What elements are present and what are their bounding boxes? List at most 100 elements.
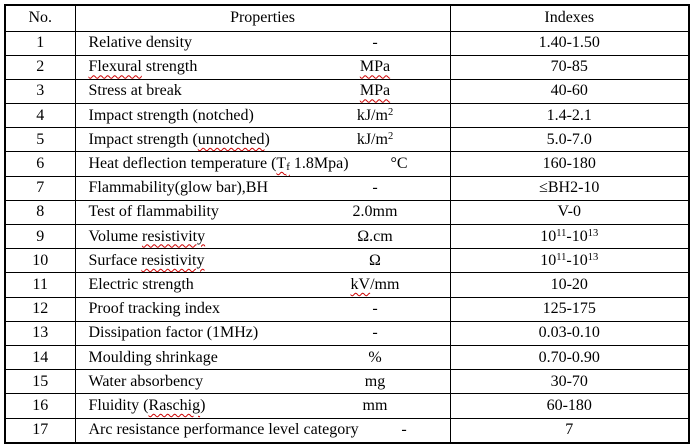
text-segment: Test of flammability bbox=[88, 203, 219, 221]
property-cell-content: Arc resistance performance level categor… bbox=[76, 421, 449, 439]
unit-label: Ω.cm bbox=[301, 228, 450, 246]
text-segment: 13 bbox=[587, 227, 599, 239]
text-segment: 7 bbox=[565, 421, 574, 439]
table-row: 2 Flexural strength MPa 70-85 bbox=[4, 54, 690, 80]
index-value-cell: 1011-1013 bbox=[449, 248, 690, 274]
property-cell: Proof tracking index - bbox=[74, 296, 451, 322]
spellcheck-flagged-text: MPa bbox=[359, 82, 391, 100]
text-segment: 30-70 bbox=[550, 372, 588, 390]
text-segment: Moulding shrinkage bbox=[88, 348, 218, 366]
index-value-cell: 160-180 bbox=[449, 151, 690, 177]
text-segment: 0.70-0.90 bbox=[538, 348, 600, 366]
text-segment: Fluidity ( bbox=[88, 396, 149, 414]
text-segment: 11 bbox=[556, 251, 567, 263]
property-cell-content: Electric strength kV/mm bbox=[76, 275, 449, 294]
text-segment: Ω.cm bbox=[357, 227, 393, 245]
table-body: 1 Relative density -1.40-1.50 2 Flexural str… bbox=[4, 30, 690, 444]
property-cell: Volume resistivity Ω.cm bbox=[74, 223, 451, 250]
property-cell: Electric strength kV/mm bbox=[74, 272, 451, 298]
index-value-cell: 10-20 bbox=[449, 272, 690, 298]
row-number-cell: 5 bbox=[4, 127, 76, 153]
property-name: Relative density bbox=[76, 34, 301, 52]
property-cell: Impact strength (notched) kJ/m2 bbox=[74, 103, 451, 129]
text-segment: - bbox=[372, 34, 378, 52]
index-value-cell: ≤BH2-10 bbox=[449, 175, 690, 201]
property-name: Impact strength (notched) bbox=[76, 107, 301, 125]
text-segment: 2 bbox=[387, 130, 394, 142]
row-number-cell: 3 bbox=[4, 78, 76, 105]
text-segment: -10 bbox=[566, 227, 588, 245]
spellcheck-flagged-text: resistivity bbox=[141, 227, 206, 245]
property-cell-content: Dissipation factor (1MHz) - bbox=[76, 324, 449, 342]
row-number-cell: 8 bbox=[4, 199, 76, 226]
property-cell-content: Surface resistivity Ω bbox=[76, 251, 449, 270]
text-segment: Electric strength bbox=[88, 275, 194, 293]
text-segment: Volume bbox=[88, 227, 142, 245]
table-row: 5 Impact strength (unnotched) kJ/m2 5.0-7.0 bbox=[4, 127, 690, 153]
properties-table: No. Properties Indexes 1 Relative density… bbox=[4, 4, 690, 444]
index-value-cell: 0.70-0.90 bbox=[449, 344, 690, 371]
row-number-cell: 6 bbox=[4, 151, 76, 177]
table-row: 13 Dissipation factor (1MHz) - 0.03-0.10 bbox=[4, 320, 690, 346]
index-value-cell: 125-175 bbox=[449, 296, 690, 322]
property-cell: Flammability(glow bar),BH - bbox=[74, 175, 451, 201]
property-cell: Arc resistance performance level categor… bbox=[74, 417, 451, 444]
property-cell: Fluidity (Raschig) mm bbox=[74, 393, 451, 419]
property-name: Arc resistance performance level categor… bbox=[76, 421, 359, 439]
text-segment: 1.4-2.1 bbox=[546, 106, 592, 124]
row-number-cell: 17 bbox=[4, 417, 76, 444]
row-number-cell: 9 bbox=[4, 223, 76, 250]
property-name: Flexural strength bbox=[76, 58, 301, 76]
property-name: Stress at break bbox=[76, 82, 301, 100]
spellcheck-flagged-text: resistivity bbox=[141, 251, 205, 269]
table-row: 3 Stress at break MPa 40-60 bbox=[4, 78, 690, 105]
text-segment: 1.40-1.50 bbox=[538, 34, 600, 52]
unit-label: - bbox=[301, 300, 450, 318]
text-segment: 2.0mm bbox=[352, 203, 398, 221]
property-cell-content: Relative density - bbox=[76, 34, 450, 52]
property-name: Test of flammability bbox=[76, 203, 301, 221]
index-value-cell: 70-85 bbox=[449, 54, 690, 80]
row-number-cell: 14 bbox=[4, 344, 76, 371]
text-segment: 10 bbox=[540, 251, 557, 269]
index-value-cell: 1.40-1.50 bbox=[449, 30, 690, 56]
text-segment: °C bbox=[390, 155, 408, 173]
index-value-cell: 5.0-7.0 bbox=[449, 127, 690, 153]
spellcheck-flagged-text: Flexural bbox=[88, 58, 142, 76]
table-row: 7 Flammability(glow bar),BH - ≤BH2-10 bbox=[4, 175, 690, 201]
unit-label: - bbox=[301, 179, 450, 197]
text-segment: 1.8Mpa) bbox=[289, 155, 349, 173]
property-name: Fluidity (Raschig) bbox=[76, 397, 301, 415]
unit-label: MPa bbox=[301, 58, 450, 76]
text-segment: 160-180 bbox=[542, 155, 596, 173]
property-name: Volume resistivity bbox=[76, 228, 301, 246]
property-cell: Moulding shrinkage% bbox=[74, 344, 451, 371]
col-header-no: No. bbox=[4, 4, 76, 32]
index-value-cell: 1011-1013 bbox=[449, 223, 690, 250]
text-segment: Arc resistance performance level categor… bbox=[88, 421, 359, 439]
index-value-cell: 60-180 bbox=[449, 393, 690, 419]
index-value-cell: V-0 bbox=[449, 199, 690, 226]
text-segment: Surface bbox=[88, 251, 142, 269]
property-name: Moulding shrinkage bbox=[76, 349, 301, 367]
text-segment: 2 bbox=[387, 106, 394, 118]
property-cell: Impact strength (unnotched) kJ/m2 bbox=[74, 127, 451, 153]
property-cell-content: Proof tracking index - bbox=[76, 300, 450, 318]
text-segment: Ω bbox=[369, 251, 381, 269]
text-segment: kJ/m bbox=[356, 106, 388, 124]
row-number-cell: 12 bbox=[4, 296, 76, 322]
text-segment: - bbox=[372, 300, 378, 318]
text-segment: Water absorbency bbox=[88, 372, 204, 390]
text-segment: Impact strength ( bbox=[88, 130, 198, 148]
index-value-cell: 7 bbox=[449, 417, 690, 444]
unit-label: - bbox=[301, 34, 450, 52]
unit-label: mg bbox=[301, 373, 450, 391]
text-segment: - bbox=[372, 324, 378, 342]
text-segment: 125-175 bbox=[542, 300, 596, 318]
property-cell: Dissipation factor (1MHz) - bbox=[74, 320, 451, 346]
property-cell-content: Stress at break MPa bbox=[76, 82, 449, 100]
text-segment: Relative density bbox=[88, 34, 193, 52]
unit-label: % bbox=[301, 349, 450, 367]
property-cell: Flexural strength MPa bbox=[74, 54, 451, 80]
property-cell-content: Fluidity (Raschig) mm bbox=[76, 397, 449, 415]
